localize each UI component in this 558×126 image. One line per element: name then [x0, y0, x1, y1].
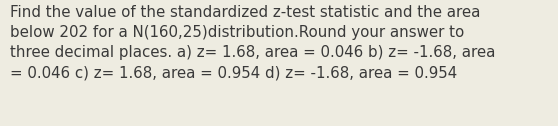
Text: Find the value of the standardized z-test statistic and the area
below 202 for a: Find the value of the standardized z-tes…: [10, 5, 496, 80]
